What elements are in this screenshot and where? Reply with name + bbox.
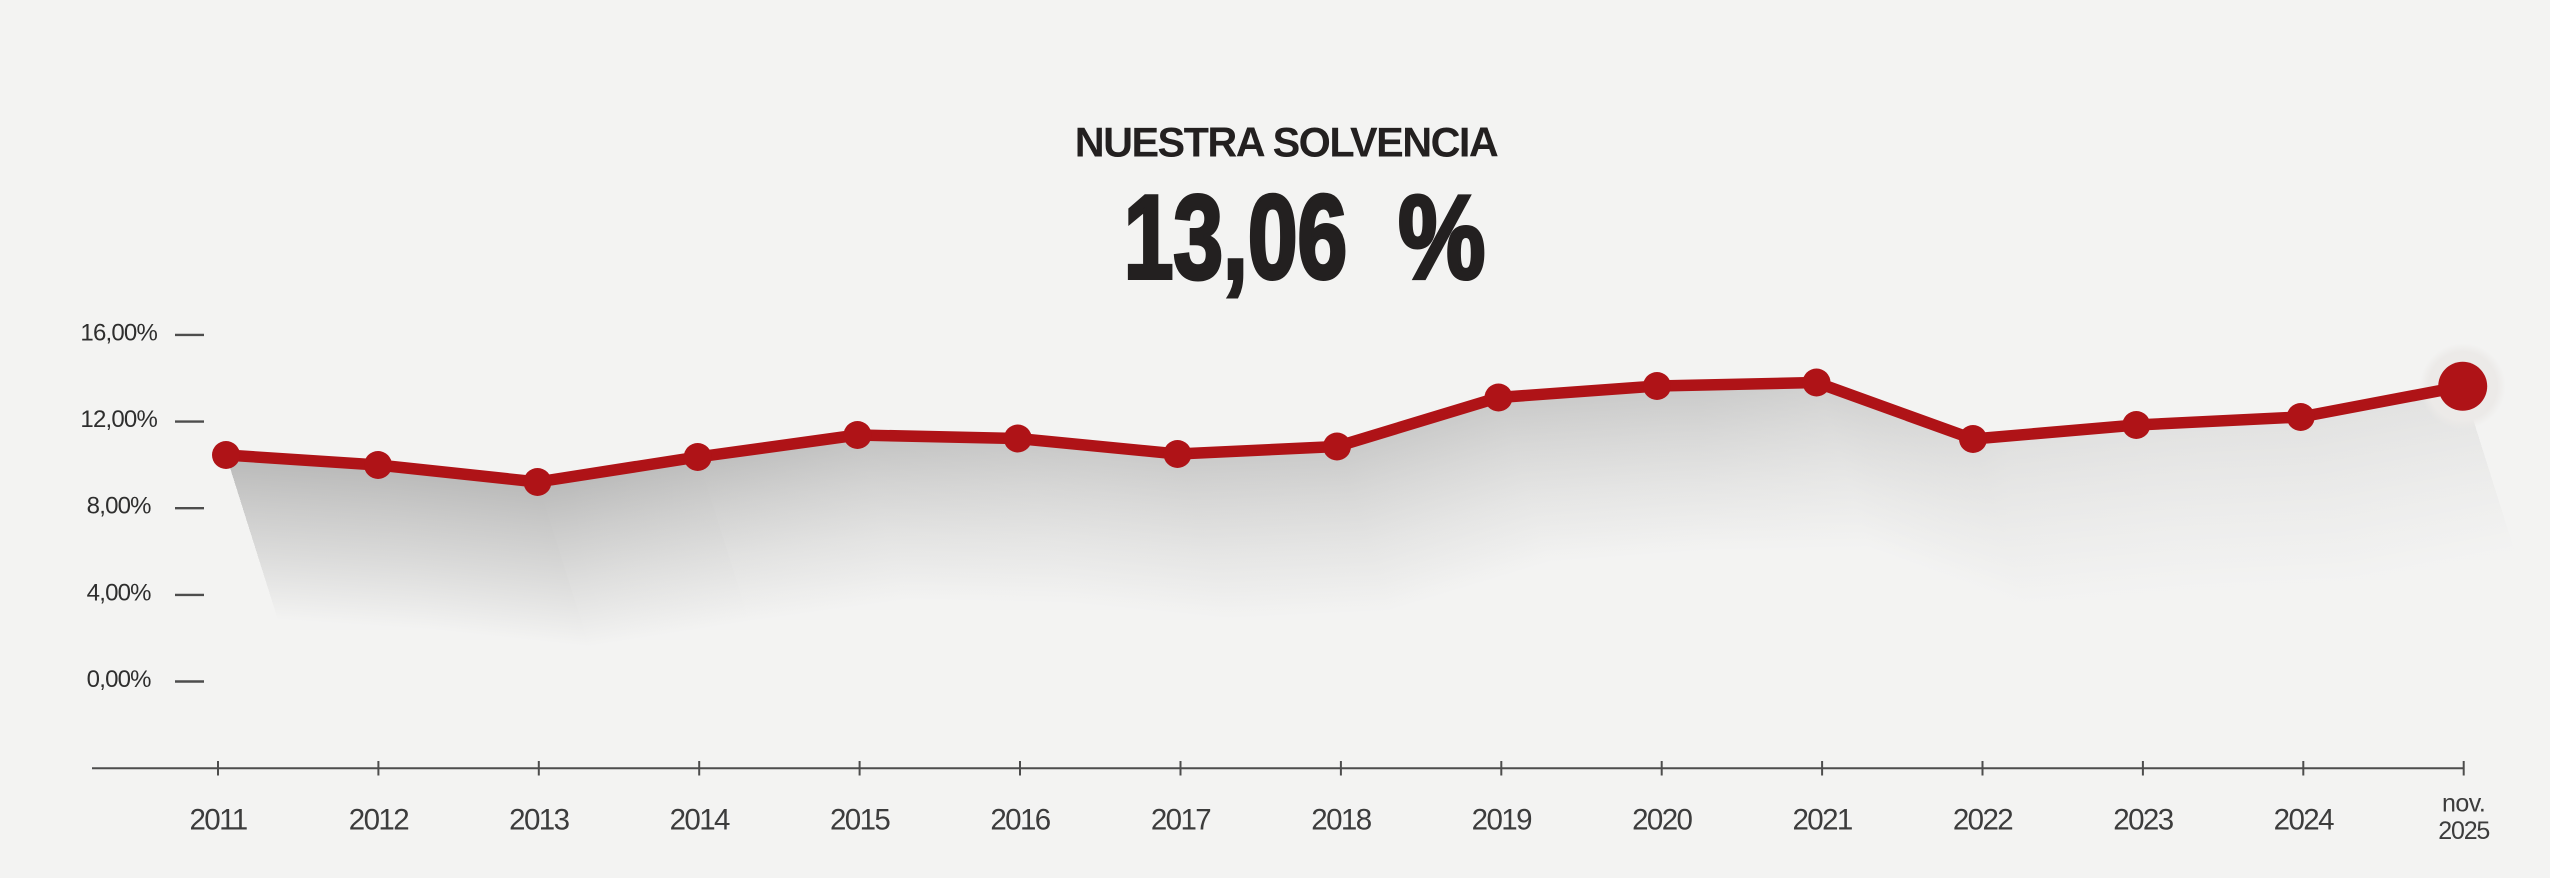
- svg-text:2015: 2015: [830, 804, 890, 837]
- svg-text:2018: 2018: [1311, 804, 1371, 837]
- svg-text:2021: 2021: [1792, 804, 1851, 837]
- svg-text:13,06: 13,06: [1124, 172, 1347, 304]
- svg-text:NUESTRA SOLVENCIA: NUESTRA SOLVENCIA: [1075, 120, 1498, 166]
- svg-text:2023: 2023: [2113, 804, 2173, 837]
- svg-text:2020: 2020: [1632, 804, 1692, 837]
- svg-text:2013: 2013: [509, 804, 569, 837]
- svg-text:2017: 2017: [1151, 804, 1210, 837]
- svg-text:2014: 2014: [670, 804, 730, 837]
- svg-text:2016: 2016: [990, 804, 1050, 837]
- svg-text:2012: 2012: [349, 804, 408, 837]
- svg-text:%: %: [1398, 171, 1485, 304]
- svg-text:2025: 2025: [2438, 817, 2489, 845]
- svg-text:nov.: nov.: [2442, 790, 2485, 818]
- svg-text:2019: 2019: [1472, 804, 1532, 837]
- svg-text:2011: 2011: [189, 804, 246, 837]
- svg-text:2024: 2024: [2274, 804, 2334, 837]
- svg-text:2022: 2022: [1953, 804, 2012, 837]
